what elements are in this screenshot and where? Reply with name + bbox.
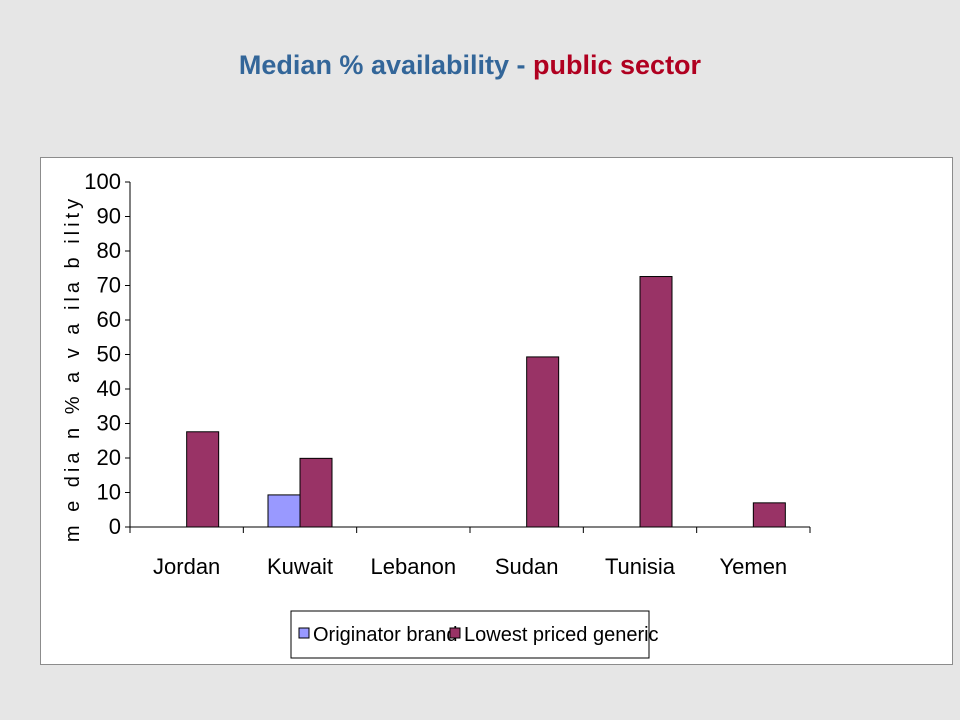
bar <box>526 356 560 528</box>
chart-title: Median % availability - public sector <box>0 50 940 81</box>
chart-area: 0 10 20 30 40 50 60 70 80 90 100 Jordan Kuwait Lebano… <box>40 157 953 665</box>
title-part-2: public sector <box>533 50 702 80</box>
bar <box>267 494 301 528</box>
bar <box>299 457 333 528</box>
y-tick-label: 20 <box>97 445 121 470</box>
x-tick-label: Yemen <box>719 554 787 579</box>
y-tick-label: 70 <box>97 273 121 298</box>
y-tick-label: 40 <box>97 376 121 401</box>
x-tick-label: Lebanon <box>371 554 457 579</box>
chart-svg: 0 10 20 30 40 50 60 70 80 90 100 Jordan Kuwait Lebano… <box>62 169 811 659</box>
y-tick-label: 80 <box>97 238 121 263</box>
y-axis-title: m e dia n % a v a ila b ility <box>62 195 84 542</box>
x-tick-label: Tunisia <box>605 554 676 579</box>
legend-swatch <box>298 627 310 639</box>
x-tick-label: Sudan <box>495 554 559 579</box>
y-tick-label: 30 <box>97 411 121 436</box>
title-part-1: Median % availability - <box>238 50 534 80</box>
legend-swatch <box>449 627 461 639</box>
x-tick-label: Jordan <box>153 554 220 579</box>
x-tick-label: Kuwait <box>267 554 333 579</box>
legend-box <box>290 610 650 659</box>
y-tick-label: 50 <box>97 342 121 367</box>
y-tick-label: 60 <box>97 307 121 332</box>
y-tick-label: 90 <box>97 204 121 229</box>
y-tick-label: 0 <box>109 514 121 539</box>
bar <box>186 431 220 528</box>
bar <box>752 502 786 528</box>
legend-label: Lowest priced generic <box>464 624 659 646</box>
bar <box>639 276 673 528</box>
y-tick-label: 100 <box>84 169 121 194</box>
legend-label: Originator brand <box>313 624 458 646</box>
y-tick-label: 10 <box>97 480 121 505</box>
